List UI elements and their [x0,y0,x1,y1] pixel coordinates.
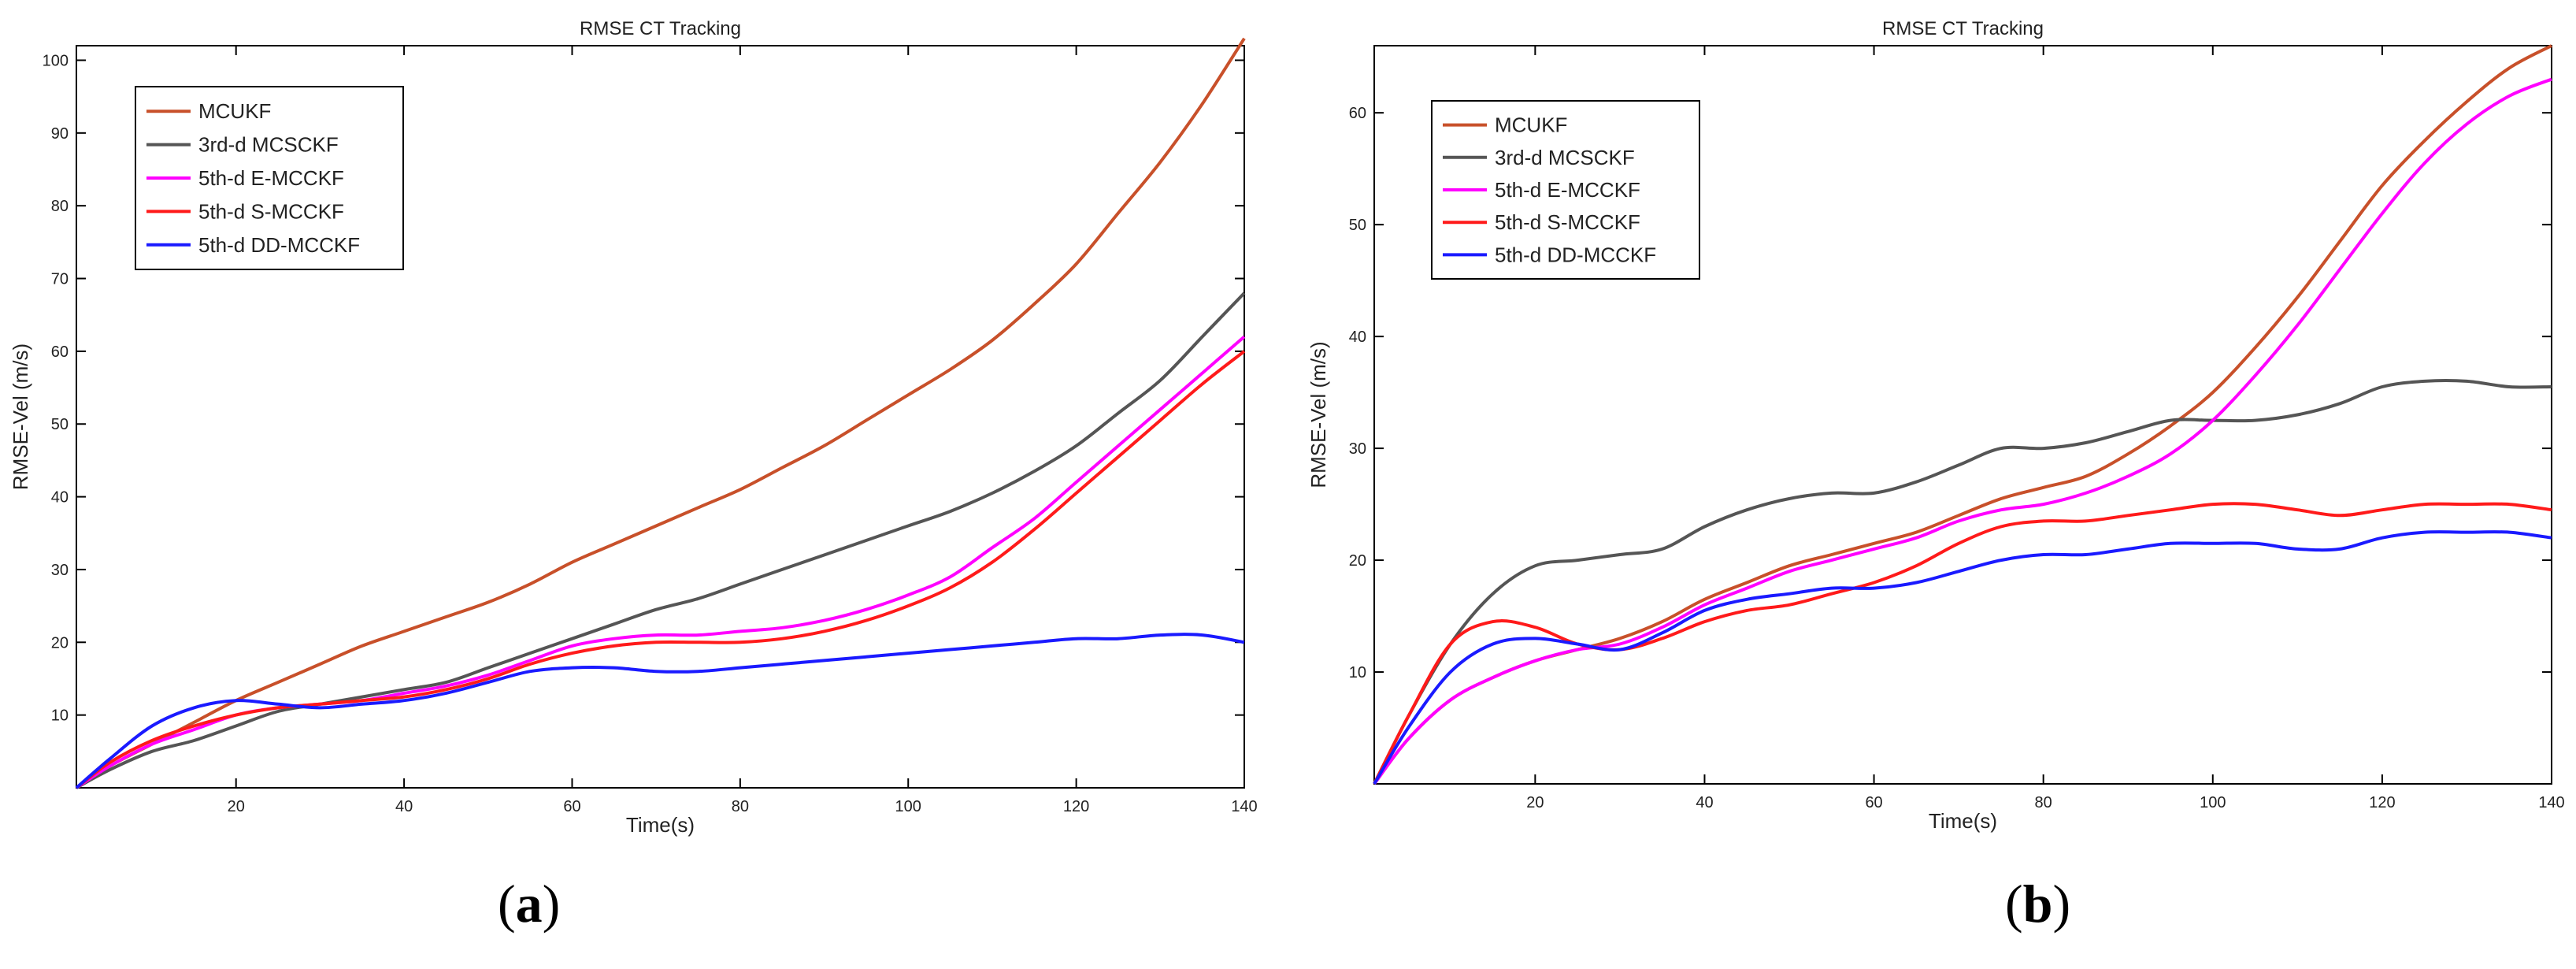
y-tick-label: 60 [51,343,69,361]
x-tick-label: 140 [2538,794,2564,811]
y-tick-label: 50 [1349,217,1366,234]
x-tick-label: 120 [2369,794,2395,811]
x-tick-label: 100 [895,798,921,815]
legend-entry: 5th-d E-MCCKF [1495,178,1640,202]
chart-b: RMSE CT Tracking 20 40 60 80 100 120 140 10 20 30 4… [1307,18,2565,833]
y-tick-label: 100 [43,52,69,69]
y-tick-label: 70 [51,271,69,288]
series-line-5th-d-s-mcckf [75,350,1246,789]
y-tick-label: 80 [51,198,69,215]
y-tick-label: 40 [51,489,69,507]
series-line-5th-d-dd-mcckf [1373,530,2552,785]
series-line-5th-d-e-mcckf [1373,77,2552,785]
panel-label-a: (a) [498,874,561,934]
legend-entry: MCUKF [198,99,271,123]
x-tick-label: 100 [2200,794,2226,811]
legend-entry: 5th-d S-MCCKF [1495,210,1640,234]
legend-entry: 5th-d DD-MCCKF [1495,243,1656,266]
y-tick-label: 40 [1349,329,1366,346]
y-tick-label: 10 [51,707,69,725]
x-tick-label: 120 [1063,798,1089,815]
x-tick-label: 80 [732,798,749,815]
y-tick-label: 50 [51,416,69,433]
x-tick-label: 40 [395,798,413,815]
legend-entry: 5th-d E-MCCKF [198,166,344,190]
series-line-3rd-d-mcsckf [1373,379,2552,785]
x-tick-label: 140 [1231,798,1257,815]
legend-entry: 5th-d DD-MCCKF [198,233,360,257]
x-tick-label: 20 [228,798,245,815]
panel-label-b: (b) [2005,874,2071,934]
legend-entry: 5th-d S-MCCKF [198,199,344,223]
y-tick-label: 30 [1349,440,1366,458]
y-tick-label: 10 [1349,664,1366,681]
y-tick-label: 20 [51,634,69,652]
x-axis-label: Time(s) [626,813,695,837]
legend-entry: 3rd-d MCSCKF [1495,146,1635,169]
chart-title: RMSE CT Tracking [1882,18,2044,39]
y-axis-label: RMSE-Vel (m/s) [9,343,32,490]
series-line-5th-d-dd-mcckf [75,633,1245,789]
series-line-5th-d-s-mcckf [1373,502,2552,785]
series-line-mcukf [75,37,1246,789]
chart-a: RMSE CT Tracking 20 40 60 80 100 120 140 10 20 30 4… [9,18,1258,837]
y-axis-label: RMSE-Vel (m/s) [1307,341,1330,488]
series-line-3rd-d-mcsckf [76,291,1246,789]
x-tick-label: 80 [2035,794,2052,811]
legend-entry: 3rd-d MCSCKF [198,133,339,157]
x-tick-label: 60 [563,798,580,815]
y-tick-label: 60 [1349,105,1366,122]
x-tick-label: 60 [1865,794,1882,811]
y-tick-label: 20 [1349,552,1366,570]
x-tick-label: 20 [1526,794,1544,811]
x-axis-label: Time(s) [1929,809,1997,833]
legend-entry: MCUKF [1495,113,1567,137]
y-tick-label: 90 [51,125,69,143]
y-tick-label: 30 [51,562,69,579]
x-tick-label: 40 [1696,794,1713,811]
chart-title: RMSE CT Tracking [580,18,741,39]
